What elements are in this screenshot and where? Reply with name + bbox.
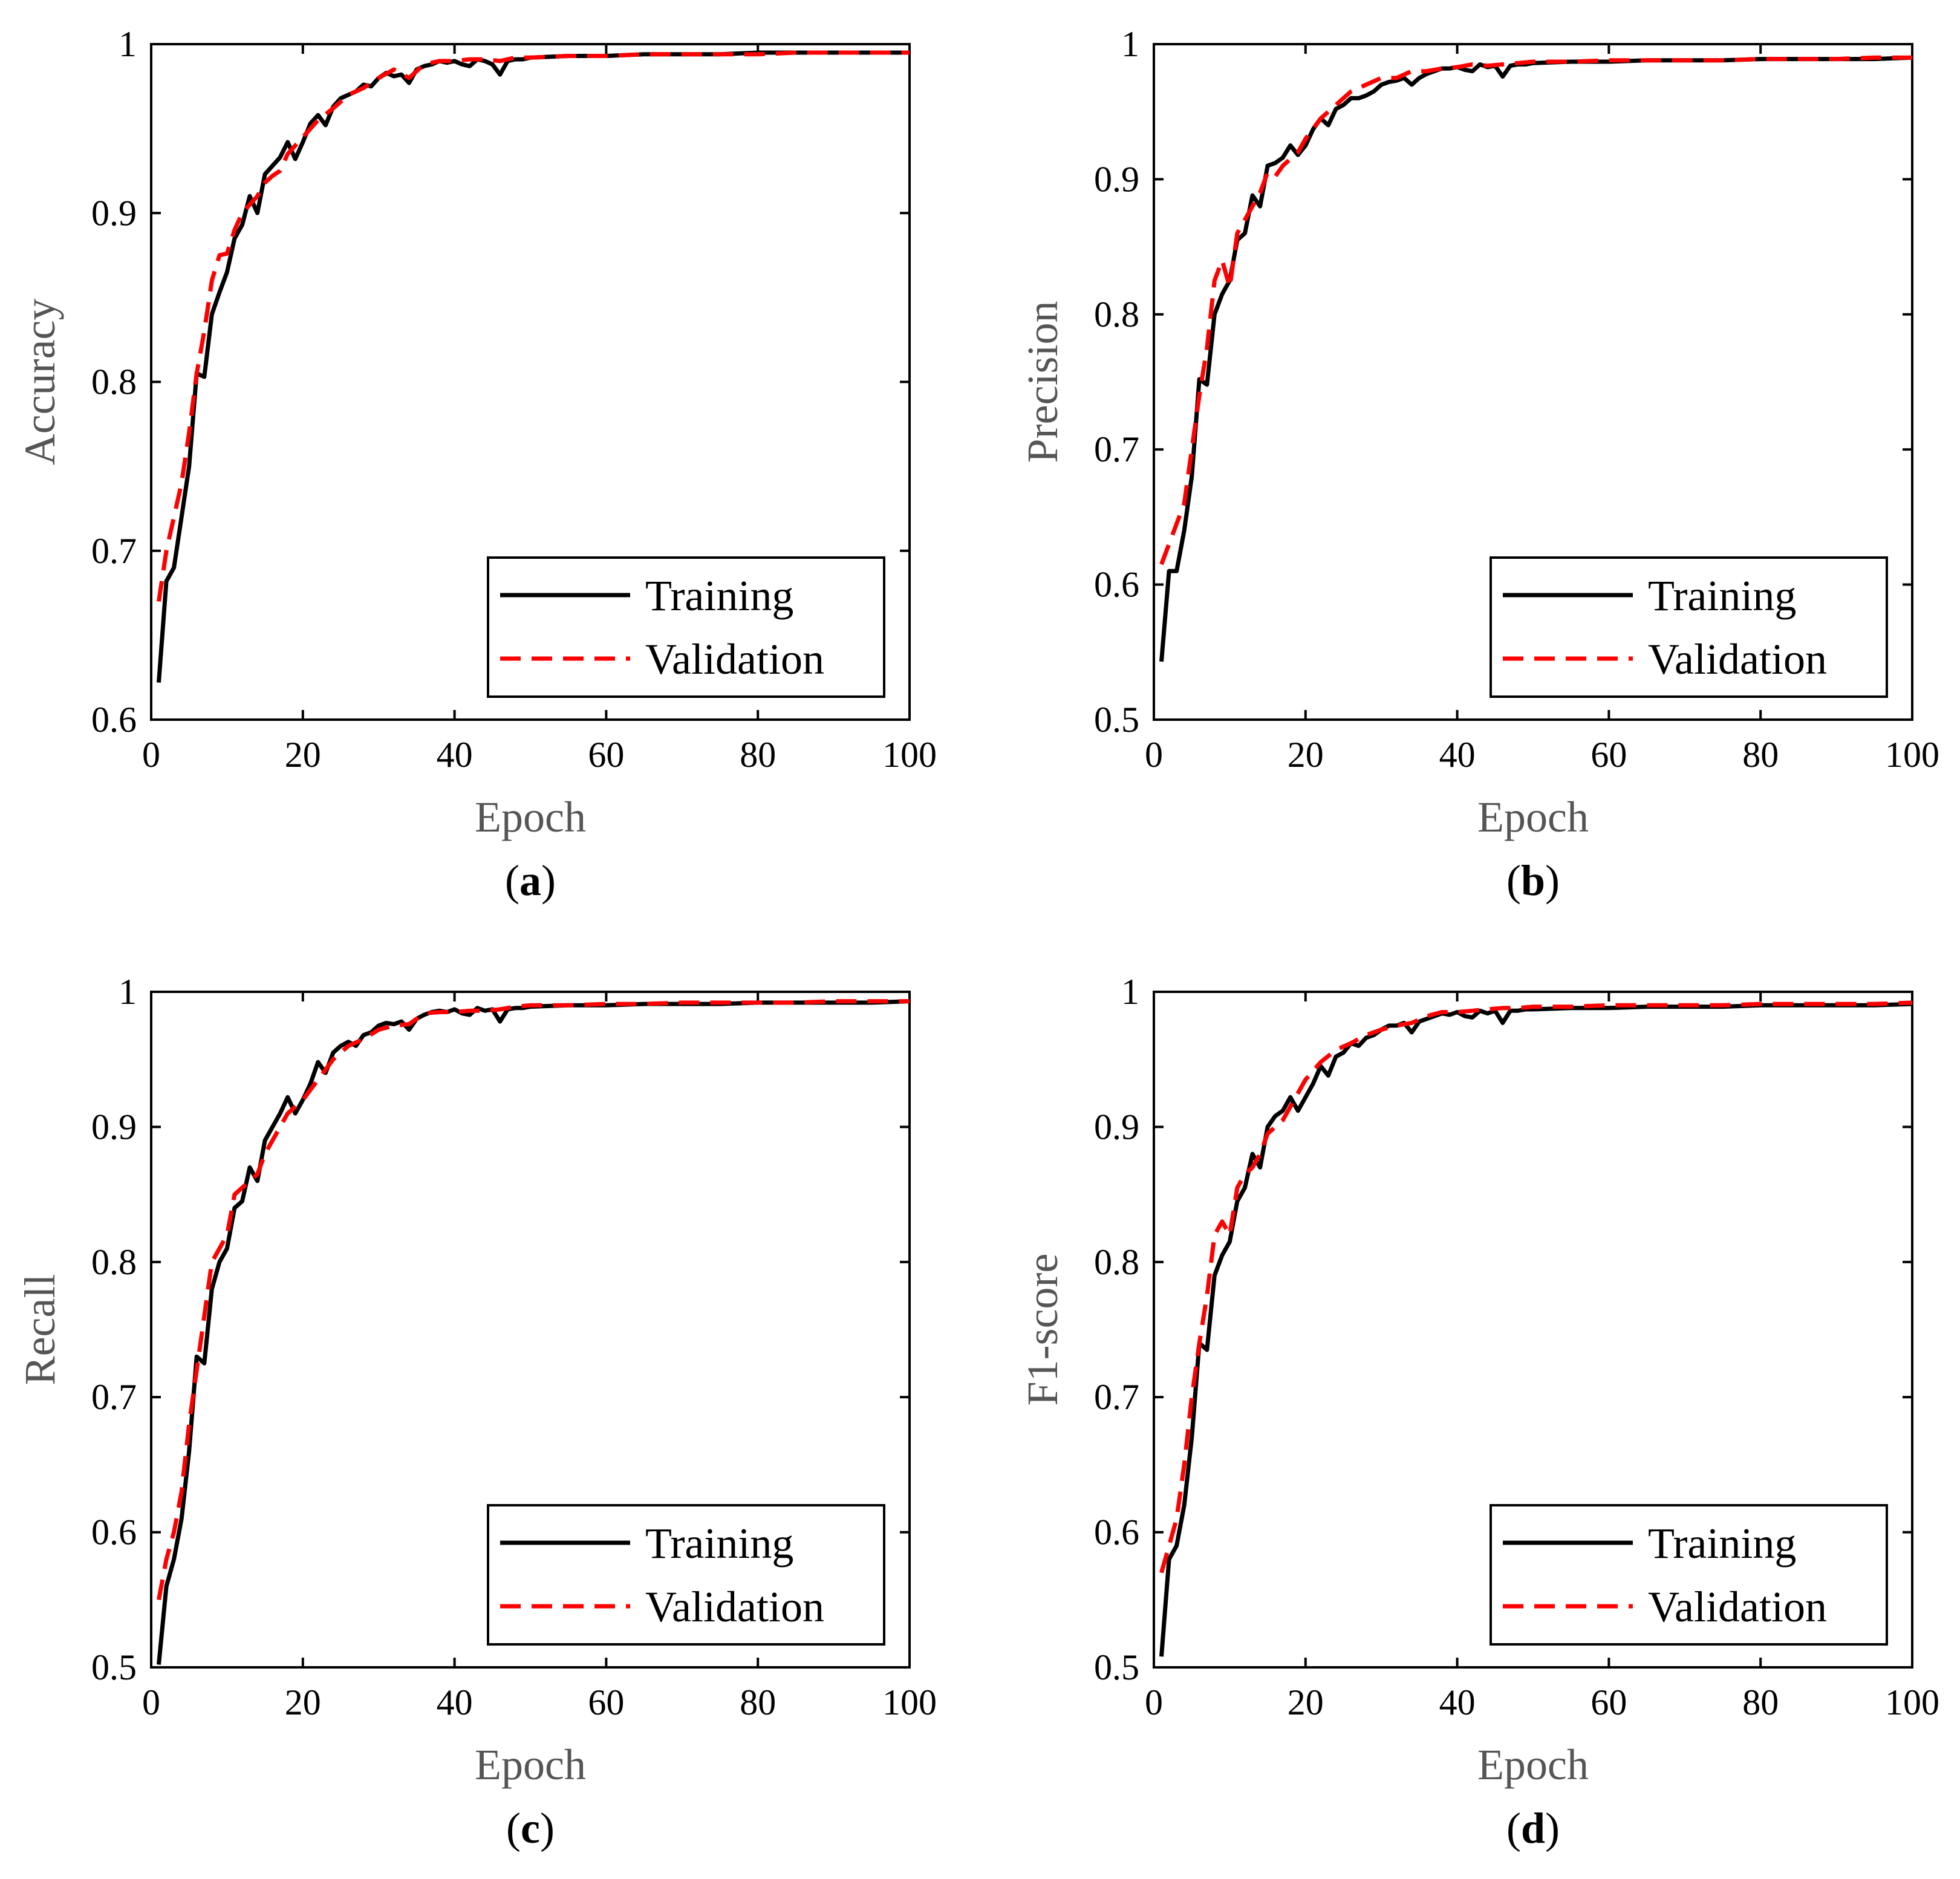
legend: Training Validation [1490,556,1888,698]
x-tick-label: 100 [1885,1682,1939,1722]
caption-open-paren: ( [506,1804,521,1852]
x-tick-label: 20 [285,1682,321,1722]
x-tick-label: 60 [588,1682,624,1722]
x-tick-label: 0 [1145,735,1163,775]
x-tick-label: 40 [437,1682,473,1722]
legend-label-training: Training [1648,1519,1796,1568]
x-tick-label: 80 [740,1682,776,1722]
y-tick-label: 0.8 [91,1242,137,1282]
x-tick-label: 20 [1288,1682,1324,1722]
chart-panel-d: 0 20 40 60 80 100 0.5 0.6 0.7 0.8 0.9 1 Epoch F1-scor… [1018,972,1939,1852]
x-axis-label: Epoch [1477,1741,1589,1789]
legend-label-training: Training [645,572,793,620]
x-tick-label: 100 [1885,735,1939,775]
x-tick-label: 0 [142,1682,160,1722]
x-axis-label: Epoch [475,1741,586,1789]
caption-letter: b [1521,856,1545,905]
x-tick-label: 80 [1742,735,1779,775]
legend: Training Validation [487,1504,885,1646]
series-line-validation [1159,55,1912,565]
y-tick-label: 0.6 [91,1513,137,1552]
legend: Training Validation [487,556,885,698]
legend-label-validation: Validation [645,1583,824,1631]
y-axis-label: Accuracy [16,299,64,466]
y-tick-label: 1 [119,24,137,64]
y-tick-label: 0.6 [1094,565,1139,605]
chart-panel-c: 0 20 40 60 80 100 0.5 0.6 0.7 0.8 0.9 1 Epoch Recall (… [16,972,937,1852]
x-tick-label: 80 [1742,1682,1779,1722]
caption-open-paren: ( [505,856,519,905]
y-tick-label: 0.7 [1094,1377,1139,1417]
y-tick-label: 0.5 [1094,700,1139,740]
y-axis-label: Recall [16,1274,64,1386]
y-axis-label: F1-score [1018,1254,1067,1406]
caption-close-paren: ) [1545,856,1560,905]
panel-caption: (d) [1506,1804,1560,1852]
caption-open-paren: ( [1506,856,1521,905]
y-tick-label: 0.5 [91,1647,137,1687]
x-tick-label: 40 [1439,1682,1476,1722]
legend-label-validation: Validation [1648,1583,1827,1631]
chart-panel-b: 0 20 40 60 80 100 0.5 0.6 0.7 0.8 0.9 1 Epoch Precisi… [1018,24,1939,905]
series-line-validation [1159,1000,1912,1574]
x-tick-label: 0 [142,735,160,775]
x-tick-label: 20 [285,735,321,775]
y-tick-label: 0.9 [91,193,137,233]
legend-label-validation: Validation [1648,635,1827,683]
x-tick-label: 60 [588,735,624,775]
panel-caption: (a) [505,856,556,905]
y-tick-label: 1 [1121,24,1139,64]
y-tick-label: 0.8 [91,362,137,402]
panel-caption: (b) [1506,856,1560,905]
y-tick-label: 0.9 [1094,159,1139,199]
y-axis-label: Precision [1018,301,1067,463]
x-axis-label: Epoch [475,793,586,841]
caption-close-paren: ) [1545,1804,1560,1852]
x-axis-label: Epoch [1477,793,1589,841]
y-tick-label: 0.6 [91,700,137,740]
y-tick-label: 0.7 [1094,429,1139,469]
caption-close-paren: ) [541,856,556,905]
y-tick-label: 0.9 [91,1107,137,1147]
x-tick-label: 60 [1590,735,1627,775]
x-tick-label: 0 [1145,1682,1163,1722]
caption-letter: d [1521,1804,1545,1852]
y-tick-label: 1 [119,972,137,1012]
y-tick-label: 0.9 [1094,1107,1139,1147]
legend-box [1490,1504,1888,1646]
series-line-validation [157,999,910,1600]
legend-label-training: Training [1648,572,1796,620]
y-tick-label: 0.7 [91,1377,137,1417]
caption-close-paren: ) [540,1804,555,1852]
x-tick-label: 60 [1590,1682,1627,1722]
caption-letter: a [519,856,541,905]
legend-box [487,556,885,698]
x-tick-label: 40 [1439,735,1476,775]
x-tick-label: 40 [437,735,473,775]
x-tick-label: 20 [1288,735,1324,775]
y-tick-label: 0.5 [1094,1647,1139,1687]
legend-label-validation: Validation [645,635,824,683]
y-tick-label: 0.6 [1094,1513,1139,1552]
panel-caption: (c) [506,1804,555,1852]
legend-box [487,1504,885,1646]
y-tick-label: 0.8 [1094,1242,1139,1282]
x-tick-label: 100 [882,1682,937,1722]
y-tick-label: 0.7 [91,531,137,571]
x-tick-label: 100 [882,735,937,775]
caption-open-paren: ( [1506,1804,1521,1852]
legend-label-training: Training [645,1519,793,1568]
chart-panel-a: 0 20 40 60 80 100 0.6 0.7 0.8 0.9 1 Epoch Accuracy (a… [16,24,937,905]
y-tick-label: 1 [1121,972,1139,1012]
y-tick-label: 0.8 [1094,295,1139,334]
legend: Training Validation [1490,1504,1888,1646]
x-tick-label: 80 [740,735,776,775]
caption-letter: c [521,1804,540,1852]
series-line-validation [157,50,910,602]
legend-box [1490,556,1888,698]
